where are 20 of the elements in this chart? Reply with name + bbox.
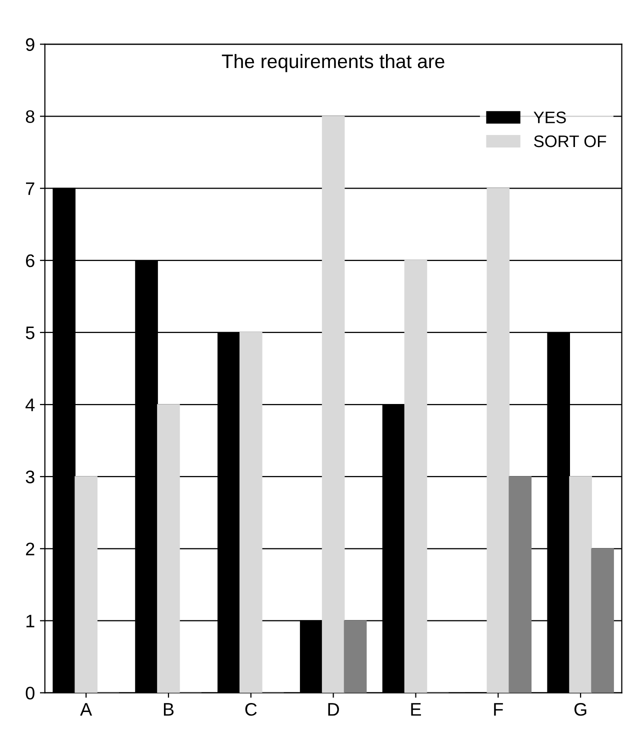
x-tick-label: F	[494, 703, 503, 716]
x-tick-label: D	[328, 703, 339, 716]
legend-label: YES	[534, 112, 566, 124]
y-tick-label: 1	[26, 614, 34, 628]
y-tick-label: 0	[26, 686, 34, 700]
y-tick-label: 8	[26, 110, 34, 123]
x-tick-label: C	[245, 702, 257, 716]
x-tick-label: E	[411, 703, 421, 716]
x-tick-label: B	[164, 703, 174, 716]
y-tick-label: 7	[26, 182, 34, 195]
y-tick-label: 2	[26, 542, 34, 556]
y-tick-label: 3	[26, 470, 34, 484]
y-tick-label: 4	[26, 398, 35, 412]
x-tick-label: A	[80, 703, 92, 716]
y-tick-label: 9	[26, 38, 34, 51]
chart-title: The requirements that are	[222, 54, 444, 72]
y-tick-label: 5	[26, 326, 34, 340]
legend-label: SORT OF	[534, 135, 606, 148]
y-tick-label: 6	[26, 254, 34, 268]
x-tick-label: G	[574, 702, 586, 716]
